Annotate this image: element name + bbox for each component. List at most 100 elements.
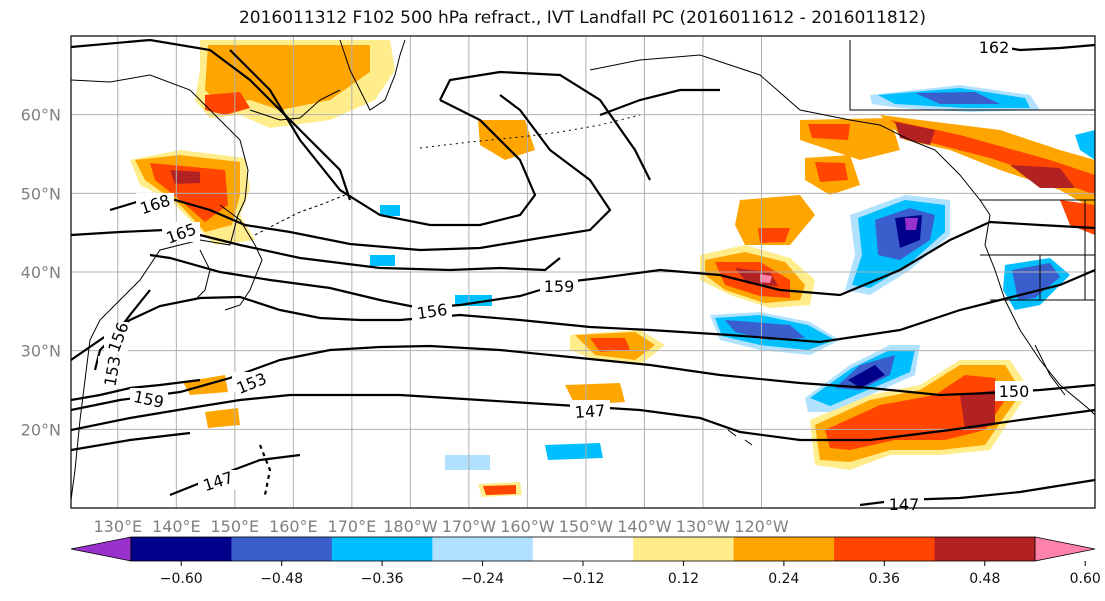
coastline-north-america <box>984 214 1095 416</box>
colorbar-tick-label: −0.60 <box>160 571 203 587</box>
map-title: 2016011312 F102 500 hPa refract., IVT La… <box>238 8 926 28</box>
coastline-kamchatka <box>339 39 406 111</box>
colorbar-bin <box>131 537 232 561</box>
contour-line <box>258 444 272 496</box>
colorbar-bin <box>733 537 835 561</box>
contour-line <box>539 220 1095 297</box>
longitude-tick-label: 150°E <box>211 517 260 536</box>
colorbar-tick-label: −0.36 <box>361 571 404 587</box>
contour-line <box>149 253 541 310</box>
latitude-tick-label: 60°N <box>21 106 61 125</box>
longitude-tick-label: 150°W <box>559 517 614 536</box>
longitude-tick-labels: 130°E 140°E 150°E 160°E 170°E 180°W 170°W 160°W… <box>93 517 788 536</box>
positive-anomaly-region <box>150 163 228 222</box>
positive-anomaly-region <box>170 170 200 184</box>
contour-label: 156 <box>416 300 449 323</box>
longitude-tick-label: 160°E <box>269 517 318 536</box>
colorbar-bin <box>231 537 333 561</box>
longitude-tick-label: 130°E <box>93 517 142 536</box>
positive-anomaly-region <box>205 45 370 110</box>
colorbar-bin <box>532 537 634 561</box>
contour-line <box>71 431 191 452</box>
coastline-hawaii <box>727 429 753 446</box>
contour-line <box>169 453 301 497</box>
negative-anomaly-region <box>848 365 885 388</box>
colorbar-tick-label: 0.60 <box>1070 571 1101 587</box>
positive-anomaly-region <box>890 120 1095 195</box>
positive-anomaly-region <box>758 228 790 243</box>
longitude-tick-label: 140°E <box>152 517 201 536</box>
contour-line <box>71 228 561 272</box>
longitude-tick-label: 170°E <box>328 517 377 536</box>
negative-anomaly-region <box>1075 130 1095 160</box>
latitude-tick-label: 50°N <box>21 184 61 203</box>
positive-anomaly-region <box>483 485 516 495</box>
colorbar-bin <box>834 537 936 561</box>
colorbar-extension-low <box>70 536 132 562</box>
colorbar-extension-high <box>1034 536 1096 562</box>
coastline-kuriles <box>254 194 346 236</box>
contour-line <box>599 88 720 117</box>
colorbar-bin <box>934 537 1036 561</box>
contour-label: 147 <box>574 401 606 422</box>
latitude-tick-label: 20°N <box>21 420 61 439</box>
positive-anomaly-region <box>735 195 815 245</box>
state-borders <box>849 40 1095 301</box>
positive-anomaly-region <box>1010 165 1075 188</box>
positive-anomaly-region <box>565 383 625 405</box>
longitude-tick-label: 170°W <box>442 517 497 536</box>
height-contours <box>71 38 1095 507</box>
positive-anomaly-region <box>205 92 250 115</box>
longitude-tick-label: 180°W <box>383 517 438 536</box>
coastline-asia <box>71 74 249 501</box>
positive-anomaly-region <box>808 124 850 140</box>
colorbar-bin <box>432 537 534 561</box>
contour-label: 159 <box>544 277 575 296</box>
negative-anomaly-region <box>380 205 400 216</box>
negative-anomaly-region <box>370 255 395 266</box>
negative-anomaly-region <box>905 218 918 230</box>
colorbar-tick-label: 0.24 <box>768 571 799 587</box>
coastline-aleutians <box>419 114 641 149</box>
graticule <box>71 36 1095 508</box>
colorbar: −0.60 −0.48 −0.36 −0.24 −0.12 0.12 0.24 0.36 0.4… <box>70 536 1101 587</box>
coastline-japan <box>219 204 263 311</box>
contour-line <box>439 70 651 181</box>
longitude-tick-label: 130°W <box>676 517 731 536</box>
latitude-tick-labels: 60°N 50°N 40°N 30°N 20°N <box>21 106 61 440</box>
colorbar-bin <box>331 537 433 561</box>
contour-label: 147 <box>889 495 920 514</box>
contour-line <box>229 49 537 227</box>
positive-anomaly-region <box>815 162 848 182</box>
plot-frame <box>70 35 1096 509</box>
negative-anomaly-region <box>545 443 603 460</box>
contour-line <box>71 393 1095 442</box>
contour-line <box>71 38 352 201</box>
positive-anomaly-region <box>205 408 240 428</box>
positive-anomaly-region <box>760 274 772 283</box>
shaded-anomaly-field <box>130 40 1095 497</box>
longitude-tick-label: 140°W <box>617 517 672 536</box>
positive-anomaly-region <box>590 338 630 352</box>
positive-anomaly-region <box>1060 200 1095 235</box>
positive-anomaly-region <box>895 122 935 145</box>
colorbar-tick-label: −0.48 <box>260 571 303 587</box>
negative-anomaly-region <box>455 295 492 306</box>
contour-line <box>71 344 1095 412</box>
colorbar-tick-label: −0.24 <box>461 571 504 587</box>
colorbar-tick-label: 0.36 <box>869 571 900 587</box>
negative-anomaly-region <box>725 320 805 340</box>
latitude-tick-label: 40°N <box>21 263 61 282</box>
colorbar-tick-label: 0.48 <box>969 571 1000 587</box>
negative-anomaly-region <box>445 455 490 470</box>
coastline-korea <box>194 249 211 301</box>
colorbar-bin <box>633 537 735 561</box>
contour-label: 162 <box>979 38 1010 57</box>
longitude-tick-label: 120°W <box>734 517 789 536</box>
positive-anomaly-region <box>478 120 535 160</box>
contour-line <box>71 268 1095 361</box>
coastlines <box>71 39 1095 501</box>
coastline-okhotsk <box>249 89 341 121</box>
latitude-tick-label: 30°N <box>21 342 61 361</box>
